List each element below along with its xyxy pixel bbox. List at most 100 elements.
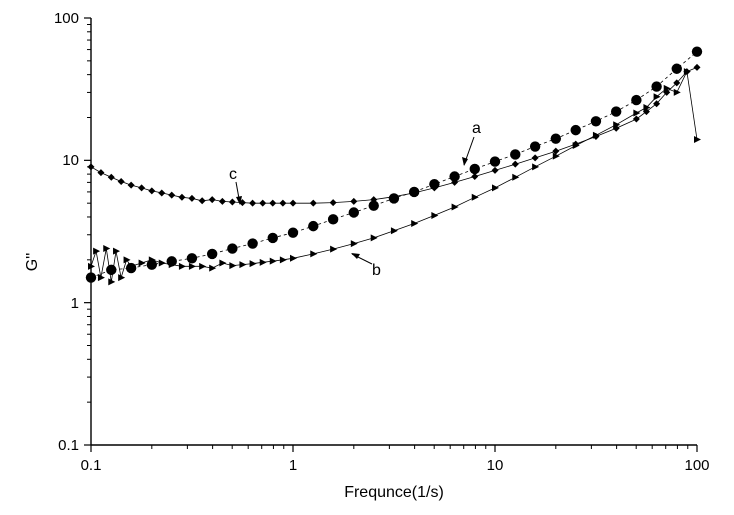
data-point [107, 173, 115, 181]
data-point [186, 253, 198, 264]
data-point [148, 187, 156, 195]
series-layer [85, 46, 703, 286]
data-point [451, 203, 459, 211]
data-point [653, 100, 661, 108]
data-point [350, 240, 358, 248]
y-tick-label: 0.1 [58, 437, 79, 454]
data-point [229, 262, 237, 270]
data-point [97, 274, 105, 282]
data-point [471, 193, 479, 201]
data-point [610, 106, 622, 117]
data-point [178, 262, 186, 270]
data-point [178, 193, 186, 201]
data-point [370, 196, 378, 204]
data-point [87, 163, 95, 171]
y-tick-label: 10 [62, 152, 79, 169]
data-point [199, 262, 207, 270]
data-point [390, 227, 398, 235]
data-point [128, 262, 136, 270]
data-point [572, 140, 580, 148]
data-point [239, 261, 247, 269]
data-point [633, 109, 641, 117]
y-tick-label: 100 [54, 10, 79, 27]
data-point [88, 262, 95, 270]
annotation-b-arrowhead [351, 253, 360, 259]
data-point [410, 189, 418, 197]
data-point [673, 88, 681, 96]
annotations-layer: a b c [229, 120, 481, 279]
data-point [279, 256, 287, 264]
data-point [287, 227, 299, 238]
data-point [138, 184, 146, 192]
data-point [127, 181, 135, 189]
data-point [632, 115, 640, 123]
data-point [249, 260, 257, 268]
series-b-line [90, 70, 698, 282]
data-point [85, 272, 97, 283]
series-b [88, 68, 701, 286]
data-point [694, 136, 701, 144]
data-point [590, 116, 602, 127]
data-point [259, 258, 267, 266]
data-point [209, 264, 217, 272]
data-point [279, 199, 287, 207]
data-point [188, 194, 196, 202]
data-point [370, 234, 378, 242]
data-point [269, 199, 277, 207]
data-point [469, 163, 480, 175]
data-point [642, 108, 650, 116]
x-tick-label: 0.1 [81, 457, 102, 474]
data-point [531, 154, 539, 162]
data-point [249, 199, 257, 207]
data-point [471, 172, 479, 180]
data-point [643, 104, 651, 112]
data-point [552, 147, 560, 155]
x-tick-label: 100 [684, 457, 709, 474]
data-point [510, 149, 521, 160]
data-point [108, 278, 116, 286]
data-point [330, 245, 338, 253]
axes-frame [90, 18, 697, 446]
data-point [290, 254, 297, 262]
data-point [113, 247, 121, 255]
data-point [148, 256, 156, 264]
data-point [327, 214, 339, 225]
data-point [532, 163, 540, 171]
data-point [693, 63, 701, 71]
series-c-line [90, 67, 698, 204]
data-point [631, 94, 642, 106]
data-point [350, 197, 358, 205]
annotation-a-arrowhead [462, 157, 468, 166]
x-axis-title: Frequnce(1/s) [344, 484, 444, 501]
data-point [451, 178, 459, 186]
x-tick-label: 1 [289, 457, 297, 474]
data-point [218, 197, 226, 205]
data-point [259, 199, 267, 207]
data-point [168, 191, 176, 199]
data-point [289, 199, 297, 207]
data-point [489, 156, 501, 167]
data-point [188, 262, 196, 270]
annotation-a-label: a [472, 120, 481, 137]
data-point [267, 232, 278, 244]
data-point [368, 200, 379, 211]
data-point [529, 141, 541, 152]
data-point [683, 68, 691, 76]
data-point [390, 193, 398, 201]
data-point [511, 160, 519, 168]
data-point [138, 259, 146, 267]
data-point [93, 247, 101, 255]
data-point [492, 184, 499, 192]
data-point [663, 88, 671, 96]
data-point [550, 133, 562, 144]
data-point [592, 133, 600, 141]
data-point [158, 189, 166, 197]
data-point [309, 199, 317, 207]
data-point [198, 197, 206, 205]
data-point [449, 171, 460, 182]
series-c [87, 63, 701, 207]
y-axis-title: G'' [24, 253, 41, 272]
data-point [106, 264, 117, 276]
data-point [411, 219, 419, 227]
data-point [227, 243, 238, 254]
